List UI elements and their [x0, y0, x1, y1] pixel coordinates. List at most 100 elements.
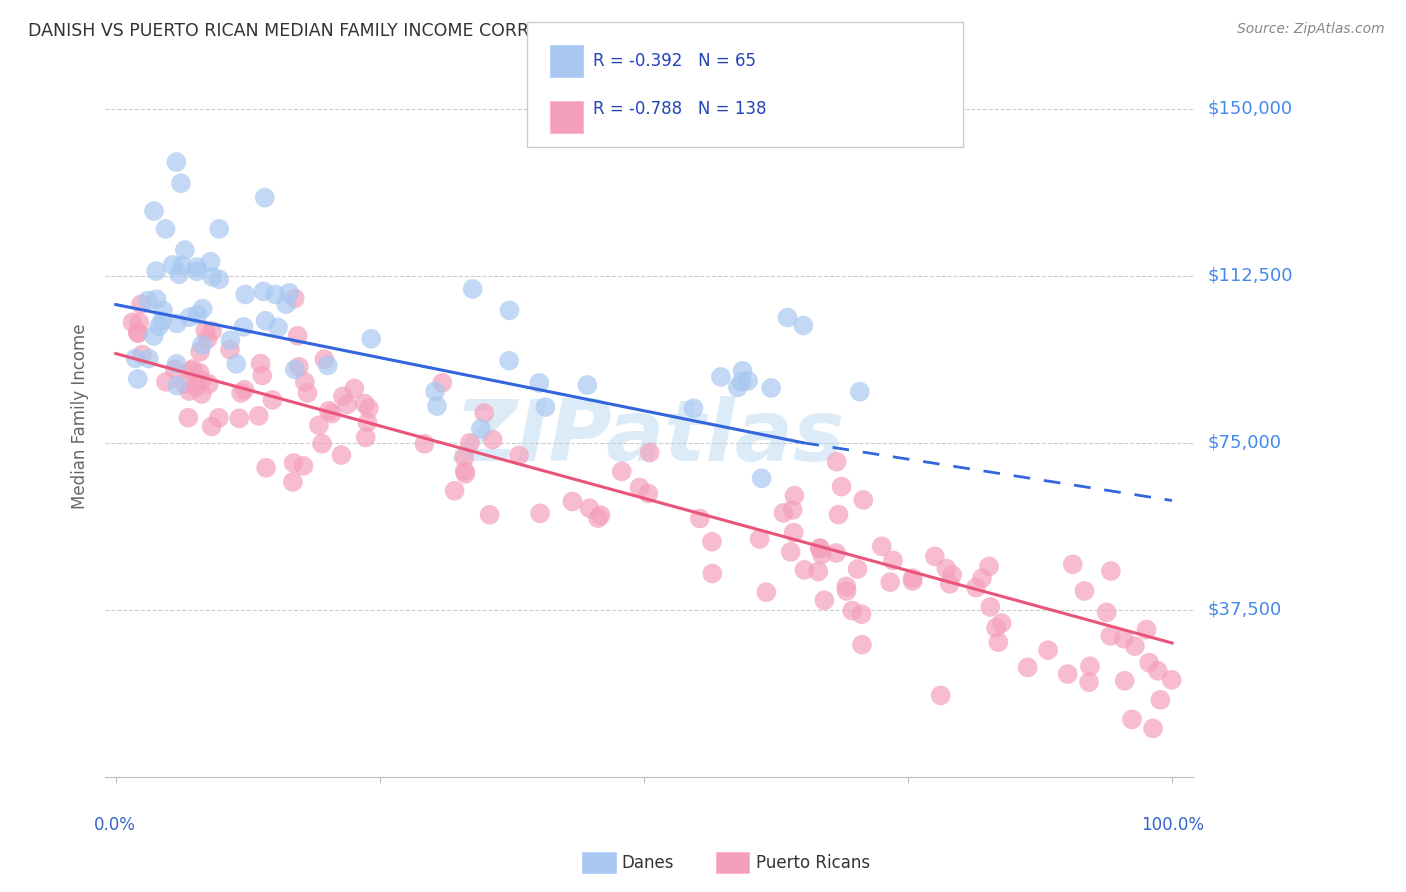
Point: [162, 258, 184, 272]
Point: [264, 287, 287, 301]
Point: [186, 260, 208, 274]
Point: [1017, 660, 1039, 674]
Point: [127, 326, 149, 340]
Point: [208, 222, 231, 236]
Point: [759, 381, 782, 395]
Point: [710, 370, 733, 384]
Point: [426, 399, 449, 413]
Point: [782, 503, 804, 517]
Point: [413, 436, 436, 450]
Point: [779, 545, 801, 559]
Point: [284, 362, 307, 376]
Point: [901, 574, 924, 588]
Point: [343, 382, 366, 396]
Point: [755, 585, 778, 599]
Point: [353, 397, 375, 411]
Point: [990, 616, 1012, 631]
Point: [782, 525, 804, 540]
Point: [1142, 722, 1164, 736]
Point: [825, 455, 848, 469]
Point: [177, 410, 200, 425]
Point: [792, 318, 814, 333]
Point: [965, 581, 987, 595]
Point: [610, 464, 633, 478]
Point: [586, 511, 609, 525]
Text: R = -0.788   N = 138: R = -0.788 N = 138: [593, 100, 766, 118]
Point: [453, 450, 475, 465]
Point: [977, 559, 1000, 574]
Point: [356, 415, 378, 429]
Point: [283, 456, 305, 470]
Point: [173, 376, 195, 391]
Point: [200, 254, 222, 268]
Point: [274, 297, 297, 311]
Point: [124, 351, 146, 366]
Point: [443, 483, 465, 498]
Point: [831, 479, 853, 493]
Point: [1123, 639, 1146, 653]
Point: [1146, 664, 1168, 678]
Point: [1149, 693, 1171, 707]
Point: [297, 386, 319, 401]
Point: [498, 303, 520, 318]
Point: [578, 501, 600, 516]
Point: [1073, 584, 1095, 599]
Point: [1099, 629, 1122, 643]
Point: [776, 310, 799, 325]
Point: [278, 285, 301, 300]
Point: [730, 375, 752, 389]
Point: [987, 635, 1010, 649]
Point: [170, 259, 193, 273]
Point: [184, 380, 207, 394]
Point: [254, 460, 277, 475]
Text: Source: ZipAtlas.com: Source: ZipAtlas.com: [1237, 22, 1385, 37]
Point: [879, 575, 901, 590]
Point: [253, 191, 276, 205]
Point: [166, 378, 188, 392]
Point: [252, 285, 274, 299]
Point: [316, 359, 339, 373]
Point: [194, 323, 217, 337]
Point: [576, 378, 599, 392]
Point: [1160, 673, 1182, 687]
Point: [152, 303, 174, 318]
Point: [288, 359, 311, 374]
Point: [201, 269, 224, 284]
Point: [332, 389, 354, 403]
Point: [808, 541, 831, 556]
Text: Danes: Danes: [621, 854, 673, 871]
Point: [813, 593, 835, 607]
Point: [534, 400, 557, 414]
Point: [984, 621, 1007, 635]
Point: [188, 366, 211, 380]
Point: [835, 580, 858, 594]
Point: [181, 362, 204, 376]
Point: [731, 364, 754, 378]
Point: [827, 508, 849, 522]
Point: [233, 287, 256, 301]
Point: [1056, 667, 1078, 681]
Point: [197, 376, 219, 391]
Point: [166, 317, 188, 331]
Point: [330, 448, 353, 462]
Point: [167, 267, 190, 281]
Point: [689, 511, 711, 525]
Point: [233, 383, 256, 397]
Point: [478, 508, 501, 522]
Point: [882, 553, 904, 567]
Point: [294, 375, 316, 389]
Point: [1078, 659, 1101, 673]
Point: [561, 494, 583, 508]
Point: [835, 584, 858, 599]
Point: [201, 419, 224, 434]
Point: [529, 507, 551, 521]
Point: [1137, 656, 1160, 670]
Point: [284, 292, 307, 306]
Text: DANISH VS PUERTO RICAN MEDIAN FAMILY INCOME CORRELATION CHART: DANISH VS PUERTO RICAN MEDIAN FAMILY INC…: [28, 22, 668, 40]
Point: [529, 376, 551, 390]
Point: [458, 435, 481, 450]
Point: [589, 508, 612, 523]
Point: [702, 566, 724, 581]
Text: R = -0.392   N = 65: R = -0.392 N = 65: [593, 52, 756, 70]
Text: ZIPatlas: ZIPatlas: [454, 396, 845, 479]
